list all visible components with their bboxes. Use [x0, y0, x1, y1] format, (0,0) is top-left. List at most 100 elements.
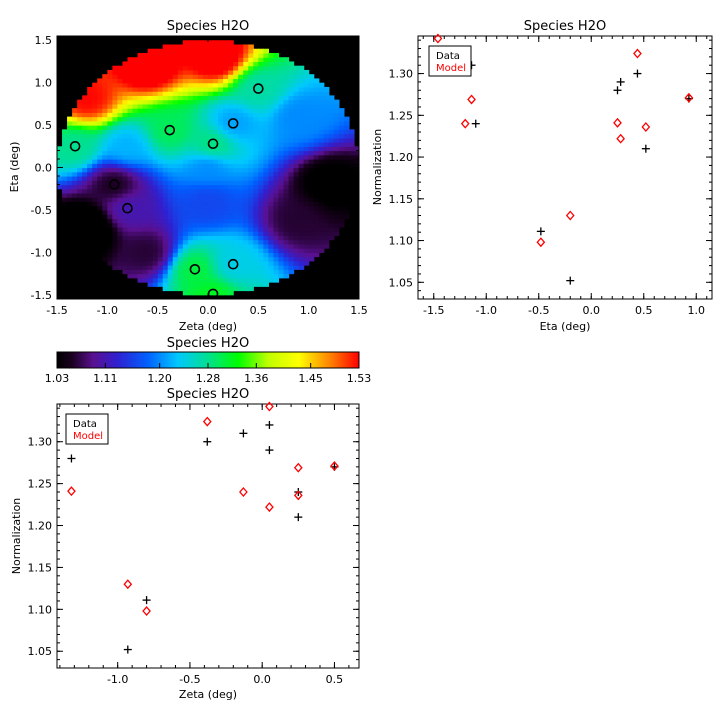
heatmap-cell [213, 78, 219, 84]
heatmap-cell [233, 188, 239, 194]
heatmap-cell [318, 95, 325, 101]
heatmap-cell [167, 222, 174, 228]
heatmap-cell [92, 103, 98, 109]
heatmap-cell [157, 108, 164, 113]
heatmap-cell [233, 159, 239, 164]
heatmap-cell [283, 248, 290, 253]
heatmap-cell [323, 103, 330, 109]
heatmap-cell [213, 116, 219, 122]
heatmap-cell [238, 133, 244, 139]
heatmap-cell [273, 154, 280, 160]
heatmap-cell [313, 184, 320, 190]
model-marker [293, 462, 303, 473]
heatmap-cell [288, 65, 295, 71]
heatmap-cell [202, 112, 209, 118]
heatmap-cell [177, 282, 184, 287]
heatmap-cell [303, 205, 310, 211]
heatmap-cell [253, 112, 259, 118]
heatmap-cell [77, 129, 83, 135]
heatmap-cell [218, 95, 224, 101]
y-tick-label: -1.5 [31, 289, 52, 302]
heatmap-cell [102, 256, 108, 262]
heatmap-cell [313, 120, 320, 126]
heatmap-cell [197, 137, 204, 143]
heatmap-cell [208, 184, 214, 190]
heatmap-cell [132, 201, 139, 207]
heatmap-cell [288, 133, 295, 139]
heatmap-cell [162, 214, 169, 220]
heatmap-cell [182, 125, 189, 130]
heatmap-cell [142, 205, 149, 211]
heatmap-cell [92, 159, 98, 164]
heatmap-cell [233, 48, 239, 54]
heatmap-cell [177, 226, 184, 232]
heatmap-cell [167, 142, 174, 147]
heatmap-cell [82, 163, 88, 169]
heatmap-cell [147, 112, 154, 118]
heatmap-cell [308, 159, 315, 164]
heatmap-cell [283, 95, 290, 101]
heatmap-cell [147, 218, 154, 224]
heatmap-cell [82, 95, 88, 101]
heatmap-cell [333, 120, 340, 126]
heatmap-cell [213, 286, 219, 292]
heatmap-cell [177, 171, 184, 177]
heatmap-cell [308, 184, 315, 190]
heatmap-cell [142, 218, 149, 224]
heatmap-cell [228, 40, 234, 46]
heatmap-cell [147, 180, 154, 186]
heatmap-cell [253, 277, 259, 283]
heatmap-cell [147, 184, 154, 190]
heatmap-cell [127, 171, 134, 177]
heatmap-cell [283, 69, 290, 75]
heatmap-cell [323, 180, 330, 186]
heatmap-cell [127, 150, 134, 156]
heatmap-cell [87, 218, 93, 224]
heatmap-cell [278, 74, 285, 80]
heatmap-cell [233, 91, 239, 96]
heatmap-cell [172, 154, 179, 160]
heatmap-cell [248, 146, 254, 152]
heatmap-cell [152, 192, 159, 198]
heatmap-cell [182, 154, 189, 160]
heatmap-cell [182, 48, 189, 54]
heatmap-cell [223, 167, 229, 173]
heatmap-cell [77, 154, 83, 160]
heatmap-cell [233, 282, 239, 287]
heatmap-cell [167, 248, 174, 253]
heatmap-cell [268, 256, 275, 262]
heatmap-cell [223, 222, 229, 228]
heatmap-cell [77, 205, 83, 211]
heatmap-cell [142, 120, 149, 126]
heatmap-cell [318, 209, 325, 215]
heatmap-cell [202, 252, 209, 258]
heatmap-cell [213, 129, 219, 135]
heatmap-cell [268, 133, 275, 139]
heatmap-cell [182, 243, 189, 249]
heatmap-cell [197, 218, 204, 224]
heatmap-cell [243, 273, 249, 279]
heatmap-cell [288, 108, 295, 113]
heatmap-cell [112, 69, 118, 75]
heatmap-cell [122, 82, 129, 88]
heatmap-cell [303, 197, 310, 203]
heatmap-cell [117, 159, 124, 164]
heatmap-cell [147, 269, 154, 275]
heatmap-cell [157, 243, 164, 249]
heatmap-cell [263, 252, 269, 258]
heatmap-cell [273, 91, 280, 96]
heatmap-cell [293, 222, 300, 228]
heatmap-cell [187, 248, 194, 253]
heatmap-cell [157, 137, 164, 143]
heatmap-cell [263, 82, 269, 88]
heatmap-cell [223, 61, 229, 67]
heatmap-cell [263, 205, 269, 211]
heatmap-cell [303, 103, 310, 109]
heatmap-cell [228, 91, 234, 96]
heatmap-cell [268, 52, 275, 58]
heatmap-cell [233, 197, 239, 203]
heatmap-cell [112, 231, 118, 236]
heatmap-cell [112, 243, 118, 249]
heatmap-cell [192, 65, 199, 71]
heatmap-cell [82, 133, 88, 139]
